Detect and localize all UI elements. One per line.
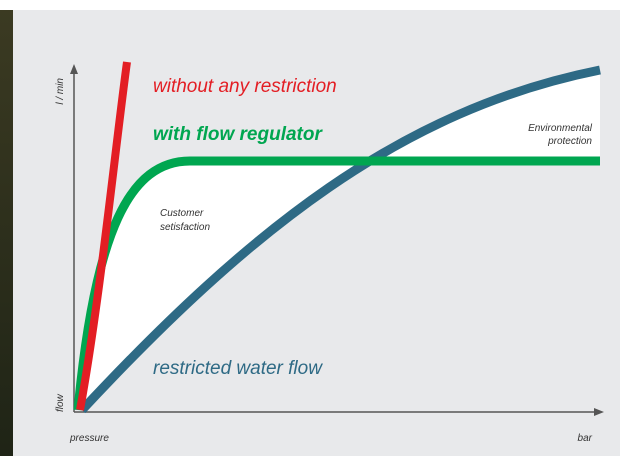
region-label: setisfaction [160,222,210,233]
blue-label: restricted water flow [153,358,323,379]
region-label: Environmental [528,123,593,134]
green-label: with flow regulator [153,124,323,145]
page: {"axes": {"y_top": "l / min", "y_bottom"… [0,0,620,456]
x-axis-label: pressure [69,433,109,444]
region-label: Customer [160,208,204,219]
red-label: without any restriction [153,76,337,97]
y-axis-label: l / min [55,78,66,105]
y-axis-label: flow [55,393,66,412]
left-strip [0,10,13,456]
diagram: without any restriction with flow regula… [0,0,620,456]
region-label: protection [547,136,592,147]
x-axis-label: bar [578,433,593,444]
